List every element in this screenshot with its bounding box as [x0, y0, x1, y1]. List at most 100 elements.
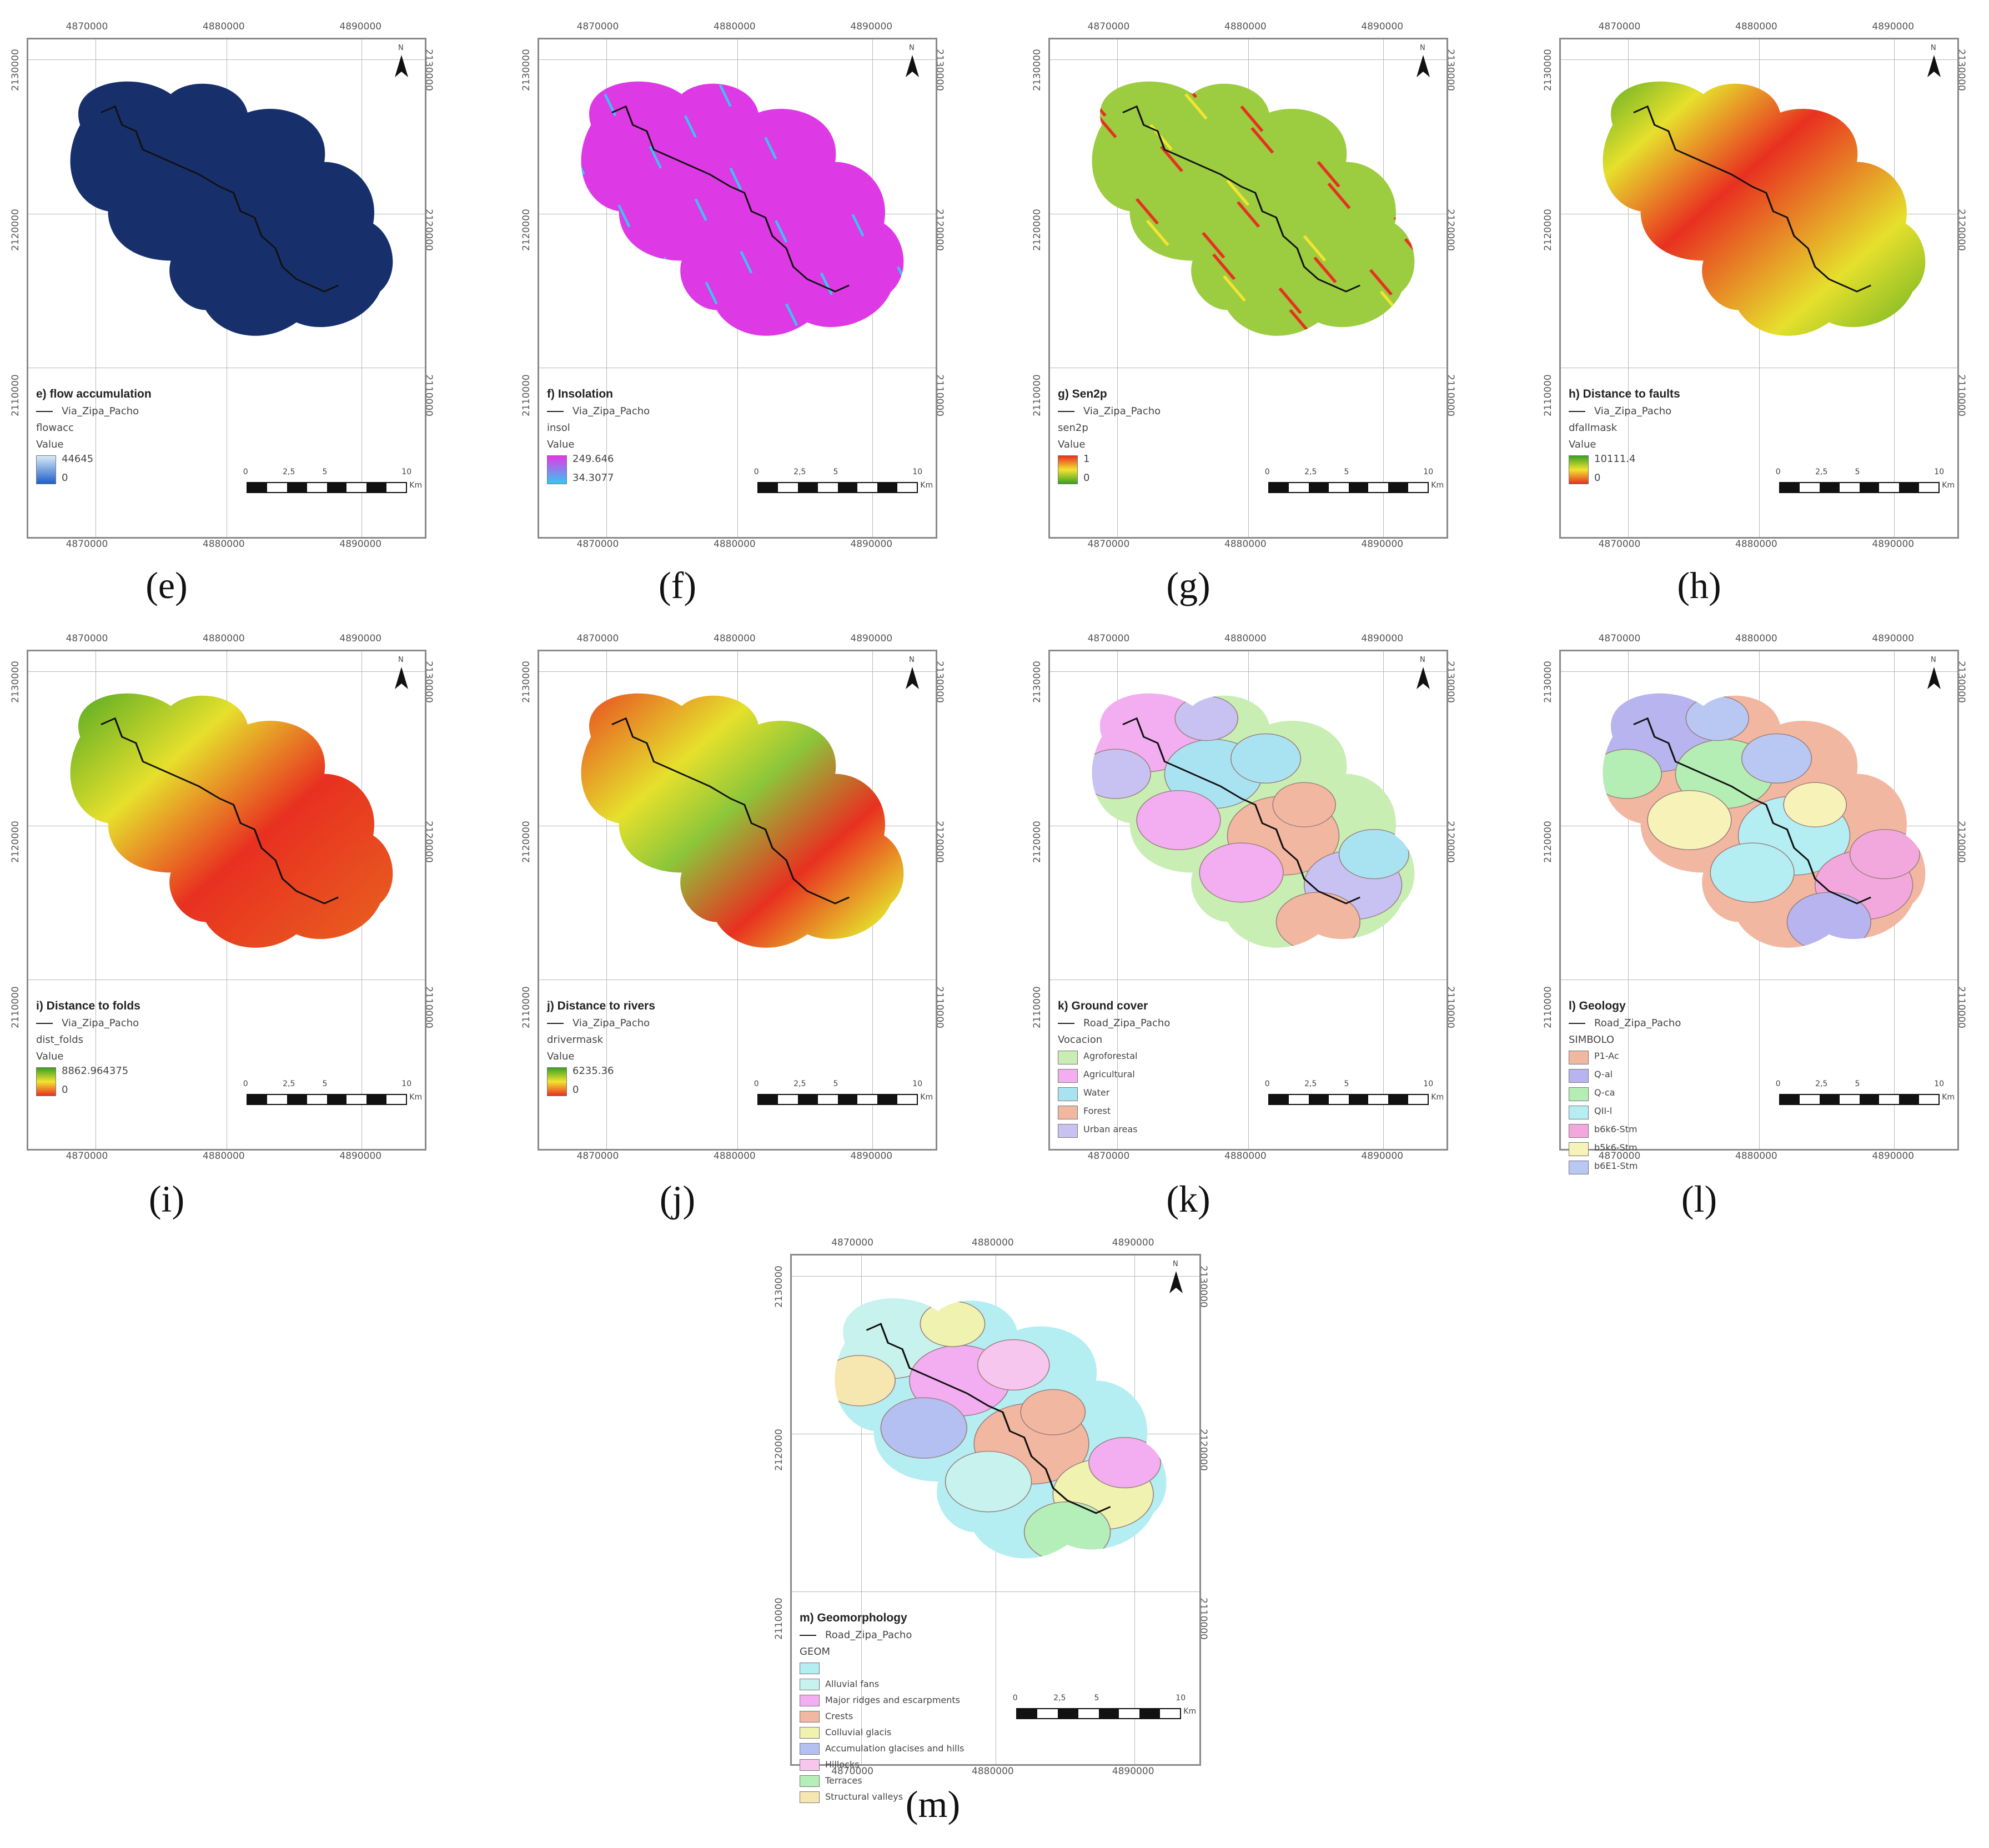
panel-caption: (i) — [148, 1178, 185, 1220]
y-coord-left: 2130000 — [1031, 49, 1043, 91]
x-coord-bottom: 4880000 — [972, 1766, 1014, 1777]
x-coord-bottom: 4870000 — [66, 1151, 108, 1162]
x-coord-bottom: 4890000 — [850, 539, 893, 550]
scale-segment — [1037, 1709, 1058, 1719]
legend-swatch — [1058, 1124, 1078, 1138]
x-coord-top: 4870000 — [1598, 633, 1641, 644]
north-label: N — [1931, 44, 1936, 52]
x-coord-bottom: 4880000 — [203, 539, 245, 550]
road-line — [1633, 105, 1871, 293]
scale-segment — [1898, 483, 1919, 493]
scale-segment — [1408, 1095, 1428, 1104]
legend-swatch — [1569, 1161, 1589, 1175]
map-h — [1603, 81, 1926, 336]
legend-class-label: Alluvial fans — [825, 1679, 880, 1690]
scale-tick-label: 10 — [1934, 468, 1945, 477]
legend-class-label: Q-al — [1594, 1069, 1613, 1080]
x-coord-bottom: 4880000 — [1224, 539, 1267, 550]
north-label: N — [1173, 1260, 1178, 1268]
scale-segment — [1309, 483, 1329, 493]
scale-segment — [1820, 1095, 1840, 1104]
scale-segment — [1348, 1095, 1369, 1104]
x-coord-top: 4880000 — [203, 21, 245, 32]
legend-road-line — [36, 1023, 53, 1025]
y-coord-left: 2120000 — [520, 209, 532, 251]
scale-unit: Km — [1942, 481, 1955, 490]
scale-tick-label: 2,5 — [283, 468, 295, 477]
x-coord-top: 4890000 — [1872, 21, 1915, 32]
x-coord-top: 4880000 — [972, 1237, 1014, 1248]
x-coord-top: 4870000 — [831, 1237, 873, 1248]
north-label: N — [909, 656, 915, 664]
legend-title: i) Distance to folds — [36, 1000, 140, 1013]
scale-bar — [1268, 1094, 1429, 1106]
x-coord-top: 4870000 — [1087, 21, 1130, 32]
scale-segment — [346, 483, 366, 493]
scale-tick-label: 2,5 — [793, 468, 806, 477]
map-j — [581, 693, 904, 948]
panel-caption: (j) — [659, 1178, 696, 1220]
x-coord-top: 4890000 — [1361, 21, 1404, 32]
legend-layer-name: dist_folds — [36, 1034, 84, 1046]
scale-tick-label: 2,5 — [1304, 1079, 1317, 1089]
scale-segment — [1017, 1709, 1038, 1719]
y-coord-left: 2110000 — [520, 374, 532, 416]
scale-unit: Km — [1183, 1707, 1197, 1716]
scale-segment — [1289, 1095, 1309, 1104]
road-line — [1122, 105, 1360, 293]
legend-swatch — [1569, 1087, 1589, 1102]
map-g — [1092, 81, 1415, 336]
x-coord-bottom: 4880000 — [203, 1151, 245, 1162]
scale-segment — [897, 483, 917, 493]
legend-road-line — [1569, 411, 1585, 413]
scale-segment — [817, 483, 838, 493]
legend-min-value: 0 — [62, 472, 68, 484]
scale-segment — [287, 483, 307, 493]
legend-road-label: Via_Zipa_Pacho — [572, 405, 650, 418]
x-coord-top: 4890000 — [339, 21, 382, 32]
scale-unit: Km — [409, 481, 423, 490]
grid-line — [606, 651, 607, 1149]
scale-segment — [1859, 1095, 1880, 1104]
y-coord-left: 2110000 — [9, 986, 21, 1028]
x-coord-top: 4880000 — [1224, 633, 1267, 644]
legend-road-label: Road_Zipa_Pacho — [825, 1629, 912, 1641]
scale-tick-label: 2,5 — [1053, 1694, 1066, 1703]
scale-segment — [307, 1095, 327, 1104]
scale-bar — [246, 482, 408, 494]
x-coord-top: 4870000 — [1087, 633, 1130, 644]
legend-class-label: Forest — [1083, 1106, 1111, 1117]
y-coord-left: 2120000 — [773, 1429, 785, 1471]
x-coord-bottom: 4890000 — [1361, 539, 1404, 550]
legend-max-value: 44645 — [62, 453, 94, 465]
legend-swatch — [1569, 1106, 1589, 1120]
legend-title: g) Sen2p — [1058, 388, 1107, 401]
scale-segment — [1839, 1095, 1860, 1104]
legend-road-line — [1058, 411, 1074, 413]
map-panel-m: 4870000 4880000 4890000 4870000 4880000 48900… — [773, 1237, 1213, 1804]
scale-segment — [1388, 1095, 1408, 1104]
scale-tick-label: 0 — [1775, 1079, 1781, 1089]
north-arrow-icon: N — [901, 656, 923, 691]
legend-min-value: 0 — [62, 1084, 68, 1096]
x-coord-bottom: 4870000 — [576, 539, 619, 550]
scale-segment — [267, 483, 288, 493]
scale-segment — [798, 1095, 818, 1104]
x-coord-bottom: 4870000 — [1087, 539, 1130, 550]
legend-title: l) Geology — [1569, 1000, 1626, 1013]
x-coord-bottom: 4870000 — [1598, 539, 1641, 550]
scale-bar — [1779, 482, 1940, 494]
scale-tick-label: 10 — [401, 468, 412, 477]
scale-tick-label: 5 — [322, 468, 328, 477]
scale-segment — [247, 483, 268, 493]
north-arrow-icon: N — [901, 44, 923, 79]
scale-unit: Km — [1431, 1093, 1444, 1102]
scale-segment — [758, 483, 778, 493]
legend-swatch — [1569, 1051, 1589, 1065]
scale-tick-label: 5 — [1344, 468, 1349, 477]
x-coord-top: 4890000 — [339, 633, 382, 644]
road-line — [611, 105, 850, 293]
